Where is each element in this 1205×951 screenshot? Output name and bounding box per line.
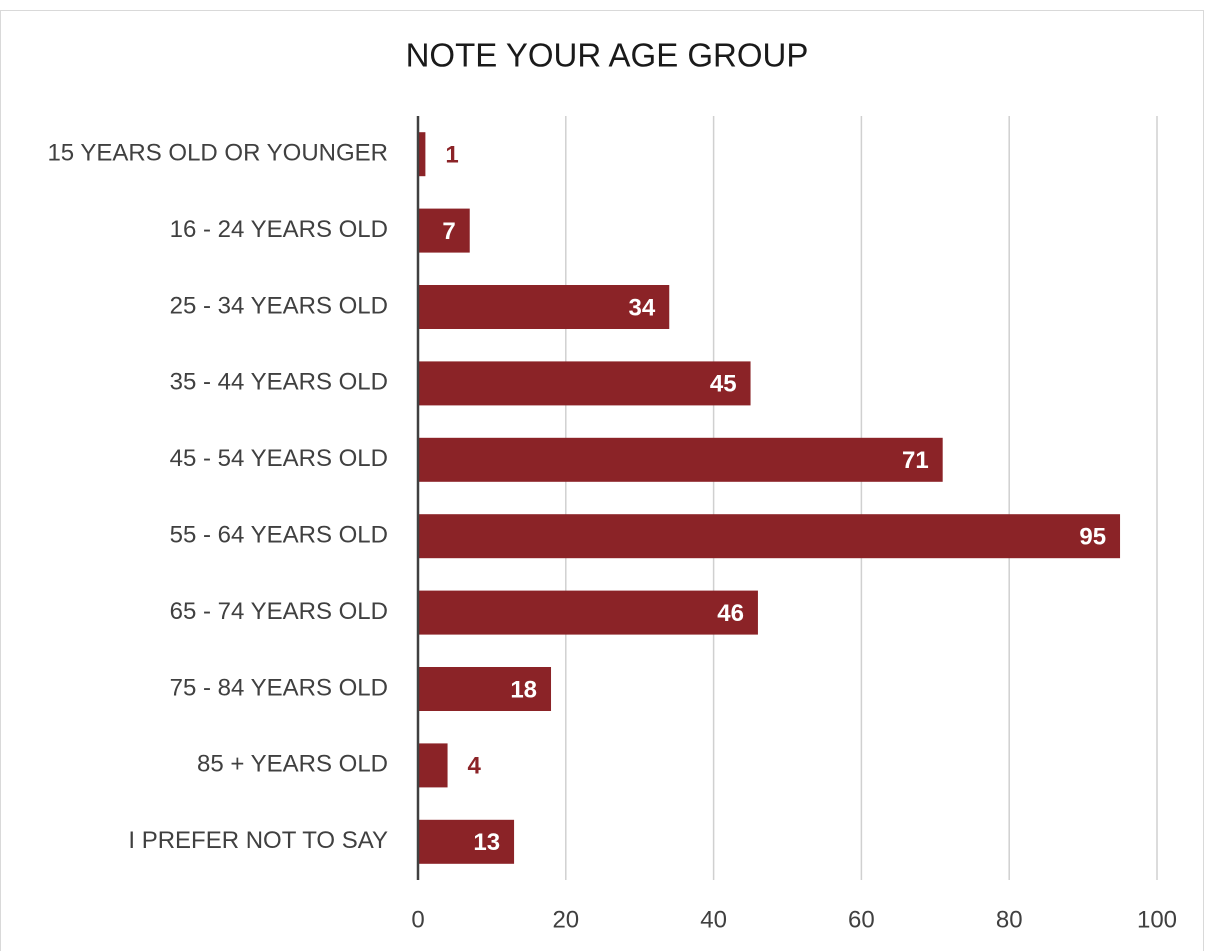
bar: [418, 437, 943, 482]
data-label: 13: [473, 829, 500, 856]
y-tick-label: 55 - 64 YEARS OLD: [170, 522, 388, 549]
bar: [418, 285, 670, 329]
data-label: 45: [710, 371, 737, 398]
chart-title: NOTE YOUR AGE GROUP: [406, 37, 809, 74]
bar: [418, 590, 758, 635]
data-label: 4: [468, 753, 482, 780]
data-label: 7: [442, 218, 455, 245]
data-label: 95: [1079, 524, 1106, 551]
y-tick-label: 85 + YEARS OLD: [197, 751, 388, 778]
y-tick-label: 16 - 24 YEARS OLD: [170, 216, 388, 243]
y-tick-label: 15 YEARS OLD OR YOUNGER: [47, 140, 388, 167]
bar: [418, 514, 1121, 559]
y-tick-label: 75 - 84 YEARS OLD: [170, 674, 388, 701]
data-label: 18: [510, 676, 537, 703]
data-label: 34: [629, 294, 656, 321]
data-label: 1: [445, 142, 458, 169]
y-tick-label: I PREFER NOT TO SAY: [128, 827, 388, 854]
bar: [418, 132, 426, 177]
y-tick-label: 25 - 34 YEARS OLD: [170, 292, 388, 319]
y-tick-label: 45 - 54 YEARS OLD: [170, 445, 388, 472]
y-tick-label: 35 - 44 YEARS OLD: [170, 369, 388, 396]
x-tick-label: 20: [552, 906, 579, 933]
data-label: 46: [717, 600, 744, 627]
bar: [418, 361, 751, 406]
x-tick-label: 60: [848, 906, 875, 933]
x-tick-label: 0: [411, 906, 424, 933]
bar: [418, 208, 470, 253]
y-tick-label: 65 - 74 YEARS OLD: [170, 598, 388, 625]
x-tick-label: 100: [1137, 906, 1177, 933]
bar: [418, 743, 448, 788]
bar: [418, 819, 515, 864]
data-label: 71: [902, 447, 929, 474]
x-tick-label: 40: [700, 906, 727, 933]
bar: [418, 667, 552, 711]
x-tick-label: 80: [996, 906, 1023, 933]
